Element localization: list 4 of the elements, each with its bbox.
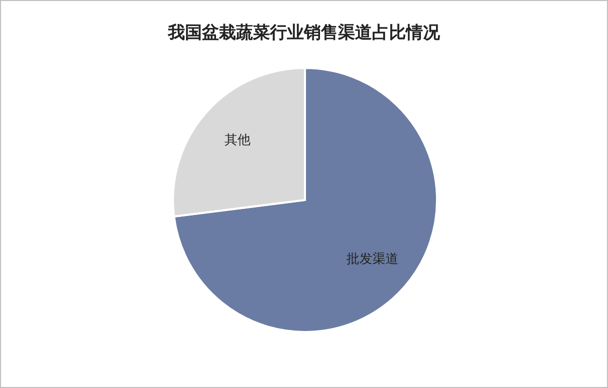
- slice-label: 其他: [224, 133, 251, 148]
- chart-title: 我国盆栽蔬菜行业销售渠道占比情况: [167, 23, 441, 43]
- slice-label: 批发渠道: [346, 252, 398, 267]
- pie-slice: [173, 67, 438, 333]
